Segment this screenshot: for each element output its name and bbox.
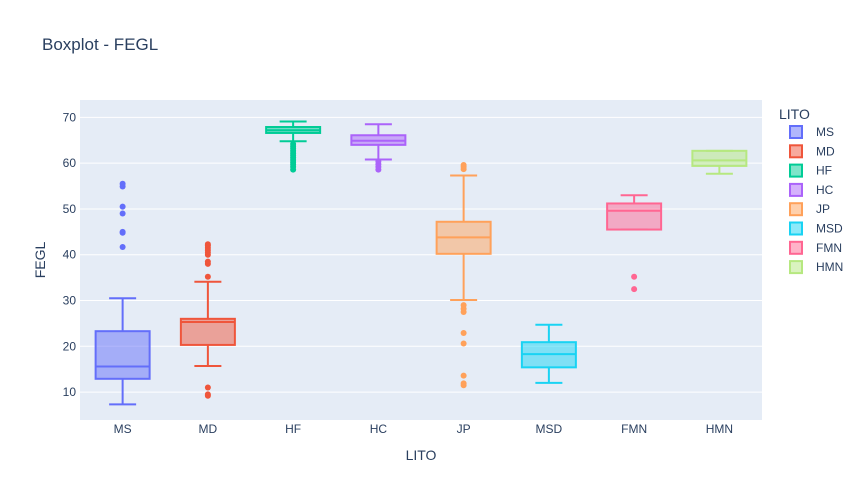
outlier-point bbox=[460, 380, 467, 387]
legend-swatch bbox=[789, 240, 803, 255]
x-tick-label: HMN bbox=[706, 422, 733, 436]
y-tick-label: 70 bbox=[63, 110, 77, 124]
plot-background bbox=[80, 100, 762, 420]
y-tick-labels: 10 20 30 40 50 60 70 bbox=[63, 110, 77, 399]
box-msd bbox=[520, 323, 577, 384]
y-tick-label: 10 bbox=[63, 385, 77, 399]
box-hf bbox=[265, 120, 322, 173]
outlier-point bbox=[460, 330, 467, 337]
outlier-point bbox=[460, 302, 467, 309]
legend-label: MD bbox=[816, 144, 835, 158]
legend-swatch bbox=[789, 182, 803, 197]
outlier-point bbox=[204, 384, 211, 391]
outlier-point bbox=[204, 391, 211, 398]
outlier-point bbox=[460, 340, 467, 347]
x-tick-label: JP bbox=[457, 422, 471, 436]
box-md bbox=[179, 241, 236, 399]
iqr-box bbox=[606, 202, 663, 231]
box-hmn bbox=[691, 149, 748, 175]
iqr-box bbox=[691, 149, 748, 167]
box-fmn bbox=[606, 194, 663, 293]
outlier-point bbox=[119, 228, 126, 235]
legend-swatch bbox=[789, 163, 803, 178]
outlier-point bbox=[290, 140, 297, 147]
y-tick-label: 20 bbox=[63, 339, 77, 353]
x-axis-title: LITO bbox=[406, 447, 437, 463]
y-tick-label: 30 bbox=[63, 294, 77, 308]
outlier-point bbox=[631, 273, 638, 280]
box-ms bbox=[94, 180, 151, 406]
y-tick-label: 40 bbox=[63, 248, 77, 262]
box-jp bbox=[435, 162, 492, 389]
outlier-point bbox=[119, 180, 126, 187]
legend-swatch bbox=[789, 260, 803, 275]
legend-label: HMN bbox=[816, 260, 843, 274]
legend-label: MS bbox=[816, 125, 834, 139]
x-tick-label: HC bbox=[370, 422, 388, 436]
legend-swatch bbox=[789, 144, 803, 159]
legend-label: FMN bbox=[816, 241, 842, 255]
iqr-box bbox=[179, 317, 236, 346]
outlier-point bbox=[460, 162, 467, 169]
x-tick-label: MS bbox=[114, 422, 132, 436]
legend-label: HF bbox=[816, 164, 832, 178]
legend-label: JP bbox=[816, 202, 830, 216]
iqr-box bbox=[94, 330, 151, 380]
outlier-point bbox=[631, 286, 638, 293]
boxes bbox=[94, 120, 748, 406]
outlier-point bbox=[119, 203, 126, 210]
legend[interactable]: LITO MS MD HF HC JP MSD FMN HMN bbox=[779, 106, 843, 275]
legend-label: MSD bbox=[816, 222, 843, 236]
outlier-point bbox=[204, 258, 211, 265]
chart-title: Boxplot - FEGL bbox=[42, 35, 158, 54]
box-hc bbox=[350, 123, 407, 173]
outlier-point bbox=[119, 210, 126, 217]
legend-swatch bbox=[789, 125, 803, 139]
legend-label: HC bbox=[816, 183, 834, 197]
legend-swatch bbox=[789, 221, 803, 236]
outlier-point bbox=[204, 273, 211, 280]
y-axis-title: FEGL bbox=[32, 242, 48, 279]
x-tick-label: MSD bbox=[536, 422, 563, 436]
x-tick-label: MD bbox=[199, 422, 218, 436]
legend-swatch bbox=[789, 202, 803, 217]
outlier-point bbox=[375, 158, 382, 165]
legend-title: LITO bbox=[779, 106, 810, 122]
x-tick-label: HF bbox=[285, 422, 301, 436]
y-tick-label: 50 bbox=[63, 202, 77, 216]
outlier-point bbox=[119, 243, 126, 250]
x-tick-labels: MS MD HF HC JP MSD FMN HMN bbox=[114, 422, 733, 436]
y-tick-label: 60 bbox=[63, 156, 77, 170]
grid-lines bbox=[80, 116, 762, 393]
outlier-point bbox=[204, 241, 211, 248]
outlier-point bbox=[460, 372, 467, 379]
x-tick-label: FMN bbox=[621, 422, 647, 436]
